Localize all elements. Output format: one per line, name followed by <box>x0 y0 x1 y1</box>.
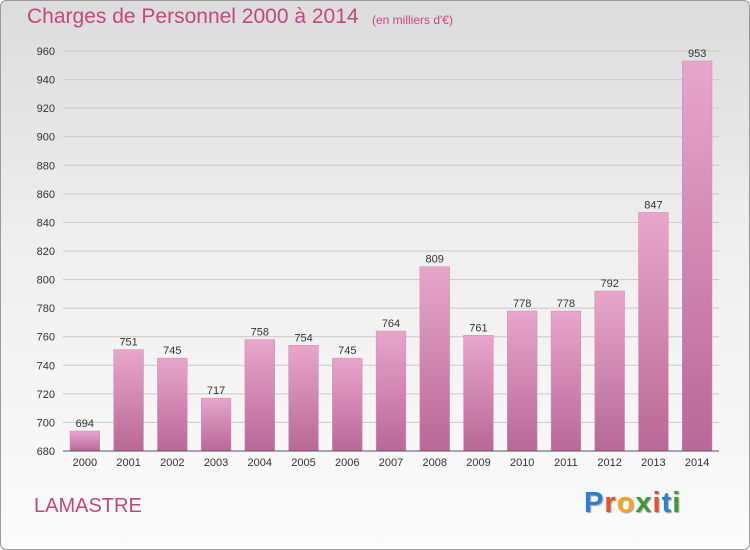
data-label-2000: 694 <box>76 418 94 430</box>
data-label-2001: 751 <box>119 337 137 349</box>
data-label-2003: 717 <box>207 385 225 397</box>
data-label-2008: 809 <box>426 254 444 266</box>
commune-name: LAMASTRE <box>34 495 142 517</box>
y-tick-label: 800 <box>37 275 55 287</box>
y-tick-label: 680 <box>37 446 55 458</box>
bar-2008 <box>419 266 450 452</box>
data-label-2007: 764 <box>382 318 400 330</box>
logo-letter: o <box>616 487 636 519</box>
bar-2010 <box>507 310 538 452</box>
x-tick-label: 2007 <box>379 457 403 469</box>
x-tick-label: 2011 <box>554 457 578 469</box>
y-tick-label: 920 <box>37 103 55 115</box>
bar-2000 <box>69 430 100 452</box>
chart-title: Charges de Personnel 2000 à 2014 <box>27 5 359 28</box>
data-label-2012: 792 <box>600 278 618 290</box>
y-tick-label: 760 <box>37 332 55 344</box>
y-tick-label: 840 <box>37 217 55 229</box>
y-tick-label: 880 <box>37 160 55 172</box>
bar-2012 <box>594 290 625 452</box>
logo-letter: r <box>604 487 617 519</box>
y-tick-label: 720 <box>37 389 55 401</box>
bar-2013 <box>638 212 669 452</box>
data-label-2010: 778 <box>513 298 531 310</box>
x-tick-label: 2010 <box>510 457 534 469</box>
x-tick-label: 2003 <box>204 457 228 469</box>
x-tick-label: 2006 <box>335 457 359 469</box>
y-tick-label: 900 <box>37 132 55 144</box>
y-tick-label: 960 <box>37 46 55 58</box>
y-tick-label: 860 <box>37 189 55 201</box>
x-tick-label: 2005 <box>291 457 315 469</box>
proxiti-logo: Proxiti <box>584 487 681 520</box>
y-tick-label: 740 <box>37 360 55 372</box>
x-tick-label: 2002 <box>160 457 184 469</box>
x-tick-label: 2009 <box>466 457 490 469</box>
data-label-2009: 761 <box>469 322 487 334</box>
bar-2014 <box>682 60 713 452</box>
data-label-2006: 745 <box>338 345 356 357</box>
bar-2006 <box>332 357 363 452</box>
y-tick-label: 780 <box>37 303 55 315</box>
bar-2001 <box>113 349 144 452</box>
y-tick-label: 700 <box>37 417 55 429</box>
logo-letter: t <box>661 487 673 519</box>
logo-letter: P <box>584 487 605 519</box>
chart-subtitle: (en milliers d'€) <box>372 13 453 27</box>
bar-2009 <box>463 335 494 452</box>
x-tick-label: 2013 <box>641 457 665 469</box>
bar-2004 <box>244 339 275 452</box>
y-tick-label: 940 <box>37 75 55 87</box>
x-tick-label: 2001 <box>116 457 140 469</box>
bar-2011 <box>550 310 582 452</box>
data-label-2013: 847 <box>644 199 662 211</box>
logo-letter: x <box>635 487 653 519</box>
x-tick-label: 2000 <box>73 457 97 469</box>
data-label-2002: 745 <box>163 345 181 357</box>
x-tick-label: 2012 <box>597 457 621 469</box>
data-label-2011: 778 <box>557 298 575 310</box>
bar-2005 <box>288 345 319 452</box>
x-tick-label: 2014 <box>685 457 709 469</box>
data-label-2005: 754 <box>294 332 312 344</box>
logo-letter: i <box>652 487 662 519</box>
data-label-2014: 953 <box>688 48 706 60</box>
y-tick-label: 820 <box>37 246 55 258</box>
bar-2003 <box>200 397 232 452</box>
bar-2002 <box>157 357 188 452</box>
logo-letter: i <box>672 487 682 519</box>
bar-2007 <box>375 330 407 452</box>
x-tick-label: 2008 <box>422 457 446 469</box>
x-tick-label: 2004 <box>248 457 272 469</box>
data-label-2004: 758 <box>251 327 269 339</box>
